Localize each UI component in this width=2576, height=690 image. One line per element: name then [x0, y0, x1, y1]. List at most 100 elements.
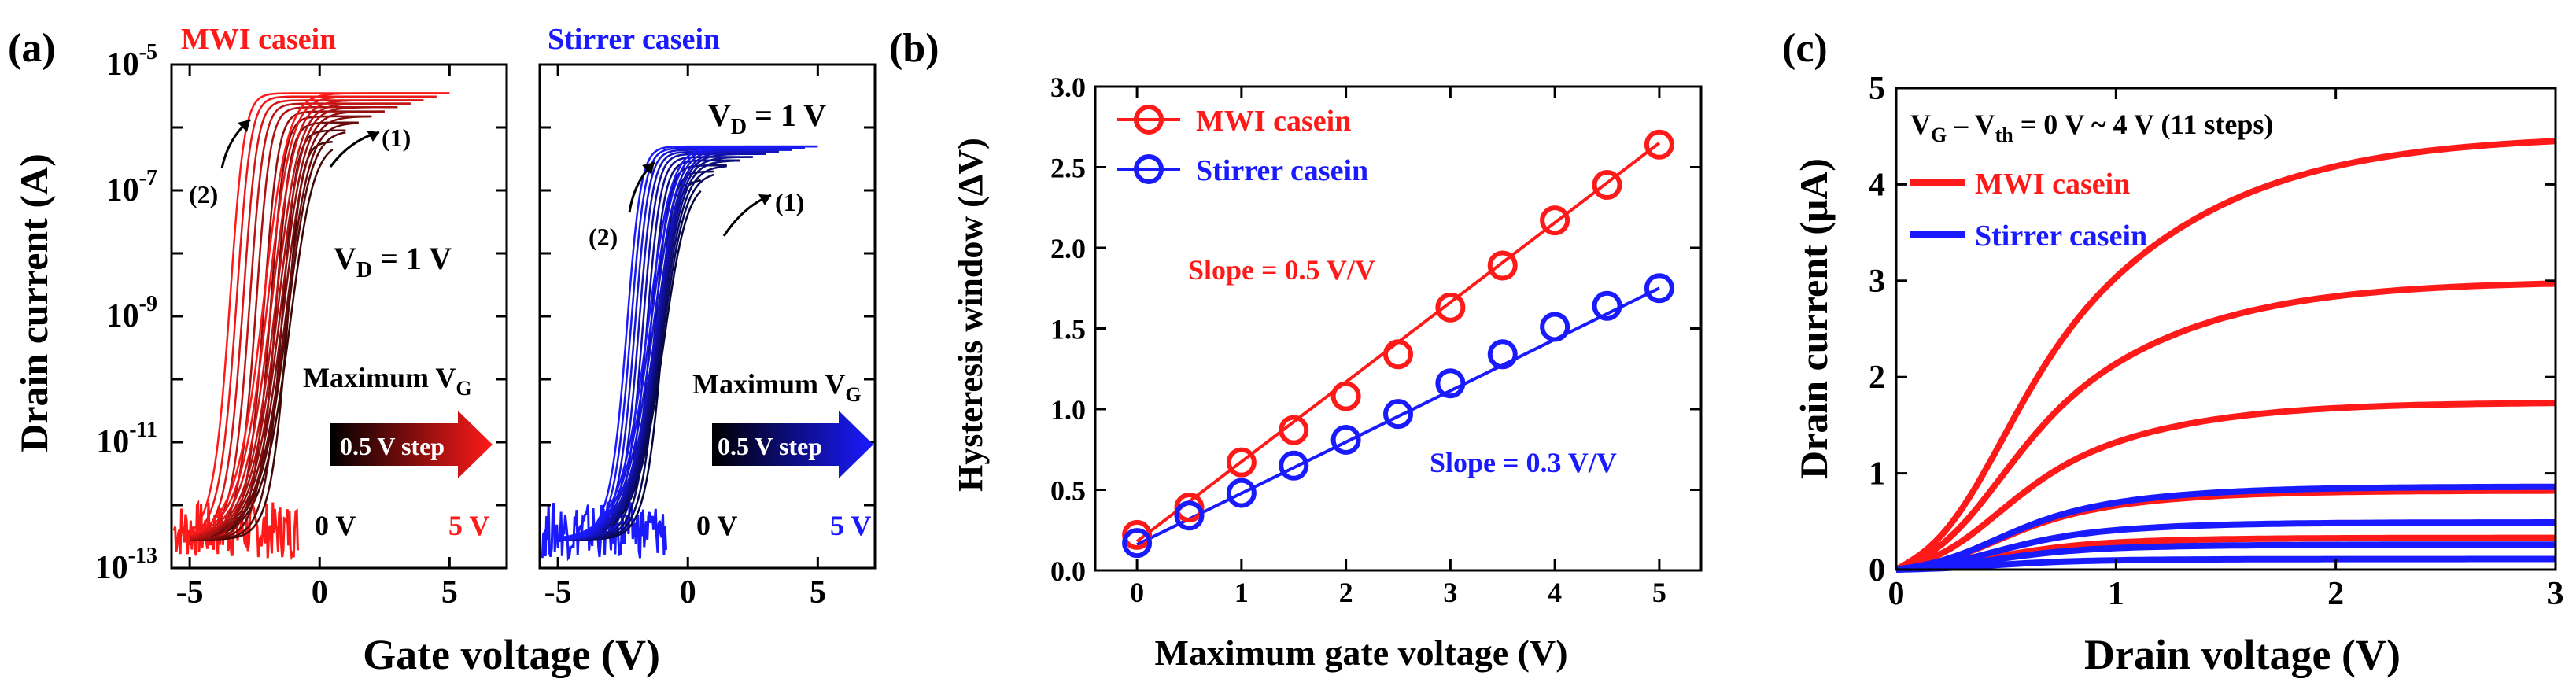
b-ytick-label-5: 2.5 — [1050, 153, 1086, 184]
a-stirrer-ticks: -5 0 5 — [540, 63, 875, 611]
a-0-reverse-sweep-3.5 — [189, 102, 411, 540]
c-xtick-label-1: 1 — [2108, 576, 2124, 612]
b-xtick-label-3: 3 — [1443, 577, 1457, 608]
a-0-xtick-label-1: 0 — [312, 574, 328, 611]
c-ytick-label-5: 5 — [1869, 71, 1885, 107]
c-curve-1-0 — [1895, 483, 2556, 573]
a-ytick-1e-5: 10-5 — [106, 40, 157, 83]
panel-label-a: (a) — [8, 26, 56, 71]
c-curve-1-1 — [1895, 519, 2556, 573]
b-legend-stirrer-label: Stirrer casein — [1196, 154, 1368, 187]
a-0-reverse-sweep-2 — [190, 115, 372, 541]
a-0-forward-sweep-3.5 — [189, 102, 411, 538]
a-0-reverse-sweep-5 — [189, 92, 450, 533]
a-ytick-1e-9: 10-9 — [106, 292, 157, 334]
c-legend-stirrer-label: Stirrer casein — [1975, 220, 2147, 253]
a-ytick-1e-11: 10-11 — [96, 418, 157, 460]
c-ytick-label-4: 4 — [1869, 167, 1885, 203]
a-0-reverse-sweep-2.5 — [190, 110, 385, 541]
c-legend: MWI casein Stirrer casein — [1910, 168, 2147, 253]
c-ytick-label-3: 3 — [1869, 264, 1885, 300]
panel-label-c: (c) — [1782, 26, 1828, 71]
b-ticks: 0 1 2 3 4 5 0.0 0.5 1.0 1.5 2.0 2.5 3.0 — [1050, 72, 1701, 608]
b-xtick-label-0: 0 — [1130, 577, 1144, 608]
a-mwi-frame — [170, 63, 508, 570]
b-point-1-9 — [1592, 290, 1622, 321]
panel-label-b: (b) — [889, 26, 939, 71]
b-point-1-2 — [1226, 478, 1257, 508]
a-y-tick-labels: 10-5 10-7 10-9 10-11 10-13 — [95, 40, 157, 586]
b-ytick-label-1: 0.5 — [1050, 475, 1086, 507]
c-annotation: VG – Vth = 0 V ~ 4 V (11 steps) — [1910, 109, 2273, 146]
panel-b: Hysteresis window (ΔV) Maximum gate volt… — [951, 72, 1703, 673]
b-legend-mwi-marker — [1134, 105, 1164, 135]
a-1-xtick-label-2: 5 — [810, 574, 826, 611]
b-point-1-7 — [1487, 339, 1518, 370]
b-xtick-label-4: 4 — [1548, 577, 1562, 608]
b-fit-1 — [1136, 286, 1660, 546]
b-point-1-0 — [1122, 528, 1153, 559]
b-point-0-9 — [1592, 170, 1622, 201]
a-ytick-1e-7: 10-7 — [106, 166, 157, 208]
c-ticks: 0 1 2 3 0 1 2 3 4 5 — [1869, 71, 2564, 612]
b-legend-mwi-label: MWI casein — [1196, 105, 1351, 138]
a-subpanel-stirrer: -5 0 5 Stirrer casein VD = 1 V (1) (2) Max… — [538, 23, 877, 611]
b-point-1-5 — [1383, 399, 1413, 430]
b-xtick-label-1: 1 — [1234, 577, 1249, 608]
b-point-1-4 — [1330, 424, 1361, 455]
a-0-reverse-sweep-3 — [189, 105, 398, 541]
a-mwi-step-arrow — [330, 411, 493, 478]
b-point-0-8 — [1540, 205, 1570, 236]
a-mwi-vd-label: VD = 1 V — [334, 241, 452, 282]
panel-c: Drain current (μA) Drain voltage (V) 0 1 2… — [1792, 71, 2564, 678]
a-ylabel: Drain current (A) — [12, 153, 56, 452]
b-point-0-1 — [1174, 493, 1205, 523]
a-1-reverse-sweep-5 — [558, 145, 818, 541]
a-stirrer-title: Stirrer casein — [548, 23, 720, 56]
c-xtick-label-0: 0 — [1888, 576, 1905, 612]
b-ytick-label-4: 2.0 — [1050, 233, 1086, 264]
a-mwi-reverse-arrowhead — [238, 120, 250, 132]
a-mwi-forward-arrowhead — [367, 131, 379, 142]
c-xtick-label-2: 2 — [2327, 576, 2344, 612]
a-stirrer-range-end: 5 V — [830, 510, 871, 541]
c-ytick-label-1: 1 — [1869, 456, 1885, 493]
c-frame — [1895, 87, 2557, 571]
b-ylabel: Hysteresis window (ΔV) — [951, 138, 990, 492]
a-mwi-title: MWI casein — [181, 23, 336, 56]
b-xtick-label-2: 2 — [1339, 577, 1353, 608]
b-point-0-4 — [1330, 381, 1361, 411]
c-curve-1-3 — [1895, 555, 2556, 573]
c-curve-0-0 — [1895, 138, 2556, 573]
b-data-points — [1122, 129, 1674, 559]
a-stirrer-vd-label: VD = 1 V — [708, 98, 826, 139]
a-1-reverse-sweep-4 — [558, 149, 792, 541]
a-mwi-sweep-reverse-label: (2) — [189, 180, 218, 208]
a-mwi-range-end: 5 V — [448, 510, 489, 541]
a-ytick-1e-13: 10-13 — [95, 544, 157, 586]
b-point-0-10 — [1644, 129, 1674, 160]
a-xlabel: Gate voltage (V) — [363, 631, 660, 678]
b-point-1-10 — [1644, 273, 1674, 304]
a-stirrer-sweep-reverse-label: (2) — [589, 223, 618, 251]
a-stirrer-sweep-forward-label: (1) — [775, 188, 804, 216]
b-point-1-3 — [1279, 450, 1309, 481]
c-ylabel: Drain current (μA) — [1792, 158, 1836, 479]
b-xlabel: Maximum gate voltage (V) — [1154, 633, 1567, 673]
b-ytick-label-6: 3.0 — [1050, 72, 1086, 103]
a-mwi-legend-title: Maximum VG — [303, 362, 472, 400]
b-point-1-8 — [1540, 312, 1570, 342]
a-1-reverse-sweep-3 — [558, 153, 766, 541]
b-frame — [1094, 85, 1703, 572]
a-stirrer-forward-arrowhead — [758, 194, 771, 205]
c-output-curves — [1895, 138, 2556, 573]
c-curve-1-2 — [1895, 541, 2556, 573]
c-ytick-label-0: 0 — [1869, 552, 1885, 589]
a-0-reverse-sweep-4.5 — [189, 95, 437, 537]
a-0-reverse-sweep-4 — [189, 99, 424, 539]
b-ytick-label-0: 0.0 — [1050, 555, 1086, 587]
c-curve-0-2 — [1895, 400, 2556, 573]
b-point-1-1 — [1174, 500, 1205, 531]
c-ytick-label-2: 2 — [1869, 360, 1885, 396]
panel-a: Drain current (A) Gate voltage (V) 10-5 … — [12, 23, 877, 678]
